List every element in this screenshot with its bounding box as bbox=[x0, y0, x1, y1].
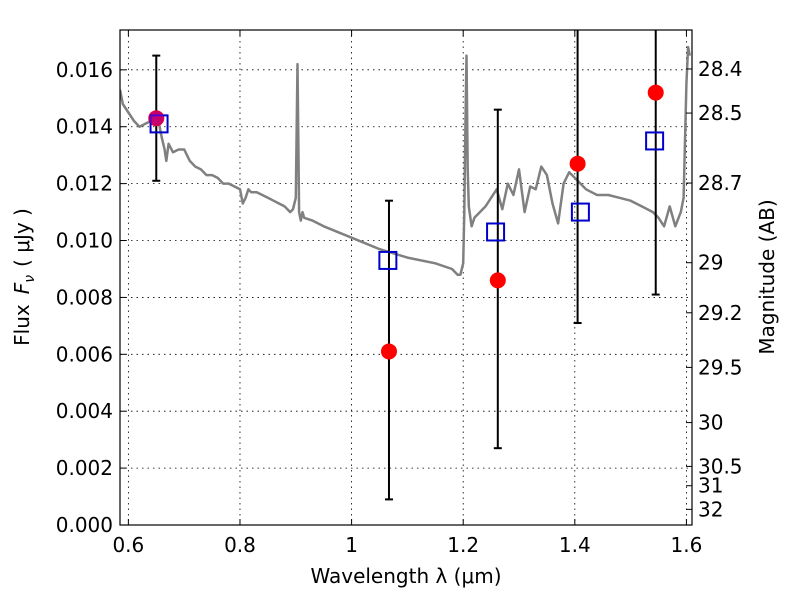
y2-axis-label: Magnitude (AB) bbox=[755, 199, 779, 354]
x-tick-label: 0.6 bbox=[112, 533, 144, 557]
y-tick-label: 0.014 bbox=[56, 115, 113, 139]
y2-tick-label: 29.5 bbox=[698, 355, 743, 379]
x-tick-label: 0.8 bbox=[224, 533, 256, 557]
data-points bbox=[148, 84, 665, 360]
y2-tick-label: 28.7 bbox=[698, 171, 743, 195]
model-point bbox=[486, 222, 506, 242]
observed-point bbox=[569, 155, 586, 172]
y-tick-label: 0.012 bbox=[56, 172, 113, 196]
y2-tick-label: 30.5 bbox=[698, 454, 743, 478]
observed-point bbox=[647, 84, 664, 101]
y-tick-label: 0.006 bbox=[56, 342, 113, 366]
x-tick-label: 1.2 bbox=[447, 533, 479, 557]
model-point bbox=[378, 250, 398, 270]
plot-background bbox=[120, 30, 692, 525]
y-axis-label-symbol: F bbox=[10, 282, 34, 294]
x-tick-label: 1.4 bbox=[559, 533, 591, 557]
y2-tick-label: 30 bbox=[698, 411, 723, 435]
model-point bbox=[570, 202, 590, 222]
y-axis-label-text: Flux bbox=[10, 304, 34, 346]
overlap-point bbox=[148, 110, 164, 126]
y-axis-label-subscript: ν bbox=[22, 275, 38, 283]
y-axis-label-unit: ( μJy ) bbox=[10, 208, 34, 267]
y-tick-label: 0.000 bbox=[56, 513, 113, 537]
y2-tick-label: 32 bbox=[698, 497, 723, 521]
x-axis-label: Wavelength λ (μm) bbox=[310, 564, 501, 588]
y-tick-label: 0.016 bbox=[56, 58, 113, 82]
y-tick-label: 0.008 bbox=[56, 285, 113, 309]
x-tick-label: 1.6 bbox=[671, 533, 703, 557]
y-axis-label: Flux Fν ( μJy ) bbox=[10, 208, 38, 346]
x-tick-label: 1 bbox=[345, 533, 358, 557]
y2-tick-label: 28.5 bbox=[698, 101, 743, 125]
y-tick-label: 0.010 bbox=[56, 229, 113, 253]
observed-point bbox=[489, 272, 506, 289]
model-point bbox=[645, 131, 665, 151]
y2-tick-label: 29 bbox=[698, 251, 723, 275]
y2-tick-label: 29.2 bbox=[698, 301, 743, 325]
y-tick-label: 0.004 bbox=[56, 399, 113, 423]
plot-frame bbox=[119, 29, 693, 526]
observed-point bbox=[380, 343, 397, 360]
ticks: 0.6 0.8 1 1.2 1.4 1.6 0.000 0.002 0.004 0.006 0.00… bbox=[56, 30, 743, 557]
y2-tick-label: 31 bbox=[698, 474, 723, 498]
y-tick-label: 0.002 bbox=[56, 456, 113, 480]
y2-tick-label: 28.4 bbox=[698, 57, 743, 81]
